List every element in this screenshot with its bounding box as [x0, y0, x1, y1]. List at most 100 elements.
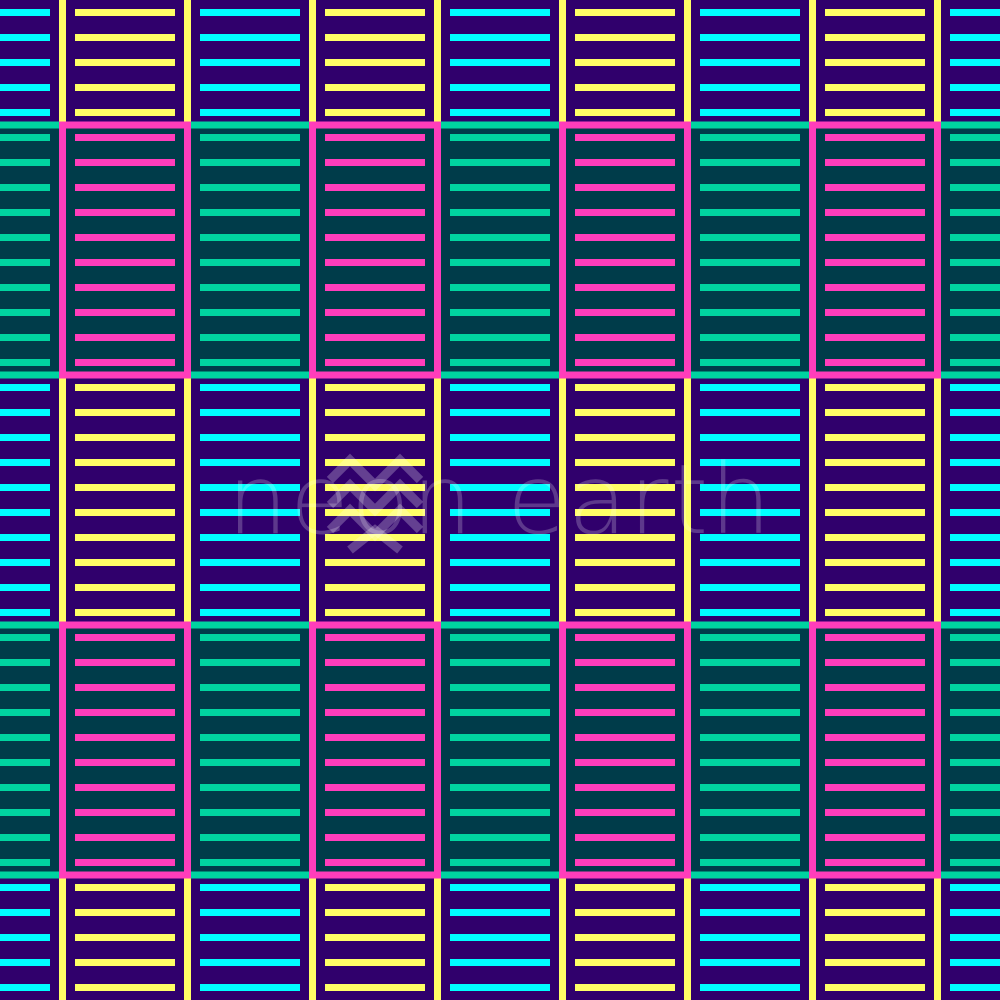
- cyan-bar: [950, 9, 1000, 16]
- green-bar: [0, 684, 50, 691]
- purple-band: [0, 375, 1000, 625]
- green-bar: [700, 834, 800, 841]
- pink-bar: [825, 684, 925, 691]
- pink-vertical-line: [184, 625, 191, 875]
- green-horizontal-line: [0, 871, 1000, 879]
- pink-bar: [825, 309, 925, 316]
- green-bar: [200, 359, 300, 366]
- green-bar: [700, 184, 800, 191]
- cyan-bar: [0, 59, 50, 66]
- cyan-bar: [450, 884, 550, 891]
- yellow-bar: [575, 884, 675, 891]
- cyan-bar: [450, 109, 550, 116]
- cyan-bar: [950, 509, 1000, 516]
- green-bar: [200, 709, 300, 716]
- cyan-bar: [0, 409, 50, 416]
- yellow-bar: [325, 409, 425, 416]
- yellow-bar: [825, 934, 925, 941]
- yellow-vertical-line: [934, 875, 941, 1000]
- yellow-bar: [75, 984, 175, 991]
- pink-bar: [825, 284, 925, 291]
- cyan-bar: [450, 534, 550, 541]
- green-bar: [450, 334, 550, 341]
- green-bar: [700, 209, 800, 216]
- cyan-bar: [200, 509, 300, 516]
- yellow-vertical-line: [309, 0, 316, 125]
- pink-bar: [575, 209, 675, 216]
- yellow-bar: [75, 9, 175, 16]
- yellow-bar: [75, 584, 175, 591]
- yellow-bar: [825, 109, 925, 116]
- pink-horizontal-line: [59, 121, 191, 129]
- green-bar: [950, 334, 1000, 341]
- yellow-bar: [75, 84, 175, 91]
- cyan-bar: [0, 934, 50, 941]
- pink-bar: [575, 834, 675, 841]
- cyan-bar: [700, 984, 800, 991]
- cyan-bar: [950, 609, 1000, 616]
- cyan-bar: [200, 909, 300, 916]
- yellow-bar: [575, 409, 675, 416]
- pink-bar: [825, 359, 925, 366]
- yellow-bar: [825, 34, 925, 41]
- yellow-vertical-line: [184, 875, 191, 1000]
- yellow-bar: [75, 384, 175, 391]
- yellow-bar: [325, 559, 425, 566]
- green-bar: [200, 759, 300, 766]
- cyan-bar: [0, 909, 50, 916]
- green-bar: [200, 184, 300, 191]
- yellow-bar: [575, 609, 675, 616]
- pink-bar: [575, 259, 675, 266]
- pink-horizontal-line: [59, 871, 191, 879]
- yellow-bar: [325, 109, 425, 116]
- green-bar: [700, 659, 800, 666]
- pink-horizontal-line: [309, 871, 441, 879]
- green-horizontal-line: [0, 621, 1000, 629]
- cyan-bar: [0, 109, 50, 116]
- green-bar: [450, 359, 550, 366]
- green-bar: [0, 734, 50, 741]
- yellow-bar: [325, 934, 425, 941]
- green-bar: [950, 834, 1000, 841]
- pink-bar: [825, 634, 925, 641]
- pink-horizontal-line: [809, 871, 941, 879]
- pink-bar: [575, 634, 675, 641]
- pink-bar: [75, 684, 175, 691]
- yellow-vertical-line: [434, 375, 441, 625]
- cyan-bar: [0, 559, 50, 566]
- pink-bar: [325, 159, 425, 166]
- yellow-bar: [575, 84, 675, 91]
- yellow-bar: [75, 409, 175, 416]
- pink-bar: [575, 284, 675, 291]
- cyan-bar: [700, 34, 800, 41]
- cyan-bar: [0, 484, 50, 491]
- yellow-bar: [75, 109, 175, 116]
- yellow-bar: [75, 609, 175, 616]
- yellow-bar: [75, 534, 175, 541]
- green-bar: [450, 684, 550, 691]
- pink-vertical-line: [559, 625, 566, 875]
- pink-bar: [575, 684, 675, 691]
- cyan-bar: [200, 959, 300, 966]
- yellow-vertical-line: [684, 0, 691, 125]
- yellow-bar: [825, 59, 925, 66]
- cyan-bar: [0, 884, 50, 891]
- yellow-vertical-line: [59, 0, 66, 125]
- cyan-bar: [950, 934, 1000, 941]
- green-bar: [200, 634, 300, 641]
- cyan-bar: [700, 484, 800, 491]
- cyan-bar: [450, 409, 550, 416]
- pink-vertical-line: [59, 625, 66, 875]
- cyan-bar: [700, 9, 800, 16]
- yellow-bar: [825, 384, 925, 391]
- cyan-bar: [200, 534, 300, 541]
- pink-bar: [325, 234, 425, 241]
- green-bar: [0, 159, 50, 166]
- green-bar: [450, 184, 550, 191]
- yellow-vertical-line: [434, 0, 441, 125]
- cyan-bar: [700, 884, 800, 891]
- green-bar: [450, 134, 550, 141]
- green-bar: [450, 259, 550, 266]
- pink-bar: [75, 359, 175, 366]
- cyan-bar: [450, 484, 550, 491]
